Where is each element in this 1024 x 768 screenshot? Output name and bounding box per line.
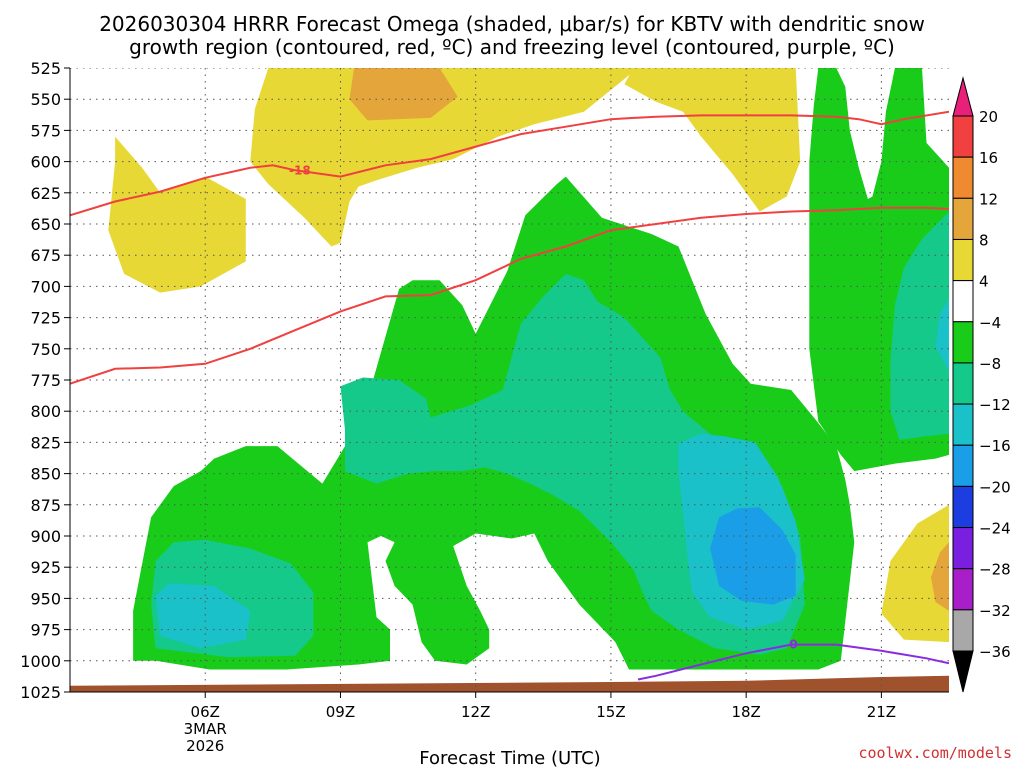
y-tick-label-1025: 1025 <box>20 683 61 702</box>
y-tick-label-675: 675 <box>30 246 61 265</box>
colorbar-label-0: 20 <box>979 108 998 126</box>
colorbar-label-9: −20 <box>979 478 1011 496</box>
y-tick-label-700: 700 <box>30 277 61 296</box>
colorbar-label-11: −28 <box>979 561 1011 579</box>
colorbar-label-12: −32 <box>979 602 1011 620</box>
colorbar-label-7: −12 <box>979 396 1011 414</box>
x-tick-year-06Z: 2026 <box>186 737 224 755</box>
x-tick-label-06Z: 06Z <box>191 703 220 721</box>
omega-pos-4-upper-left <box>250 68 639 247</box>
omega-pos-8-lower-right <box>931 542 949 611</box>
y-tick-label-575: 575 <box>30 121 61 140</box>
colorbar-bin--28_-24 <box>952 527 974 570</box>
omega-neg-8-east <box>890 211 949 440</box>
colorbar-label-13: −36 <box>979 643 1011 661</box>
omega-neg-12-east <box>935 298 949 372</box>
colorbar-bin--36_-32 <box>952 609 974 652</box>
colorbar-label-1: 16 <box>979 149 998 167</box>
isotherm-minus-18 <box>70 110 949 217</box>
colorbar-bin--8_-4 <box>952 321 974 364</box>
credit-text[interactable]: coolwx.com/models <box>858 744 1012 762</box>
omega-pos-8-upper <box>349 68 458 121</box>
colorbar-bin-8_12 <box>952 197 974 240</box>
y-tick-label-750: 750 <box>30 340 61 359</box>
colorbar-bin-12_16 <box>952 156 974 199</box>
colorbar: 20 16 12 8 4 −4 −8 −12 −16 −20 −24 −28 −32 −36 <box>952 76 1011 693</box>
chart-title-line-1: 2026030304 HRRR Forecast Omega (shaded, … <box>99 12 925 36</box>
axes: 525 550 575 600 625 650 675 700 725 750 775 800 825 8… <box>20 59 949 755</box>
colorbar-label-6: −8 <box>979 355 1001 373</box>
colorbar-label-3: 8 <box>979 231 989 249</box>
colorbar-bin--4_4 <box>952 280 974 323</box>
plot-content: -18 0 <box>70 68 949 692</box>
y-tick-label-975: 975 <box>30 621 61 640</box>
omega-pos-4-lower-right <box>881 504 949 643</box>
isotherm-minus-12 <box>70 206 949 385</box>
x-tick-label-09Z: 09Z <box>326 703 355 721</box>
y-tick-label-600: 600 <box>30 153 61 172</box>
colorbar-bin-16_20 <box>952 115 974 158</box>
x-axis-label: Forecast Time (UTC) <box>419 748 600 768</box>
colorbar-label-2: 12 <box>979 190 998 208</box>
colorbar-label-5: −4 <box>979 314 1001 332</box>
x-tick-label-21Z: 21Z <box>867 703 896 721</box>
y-tick-label-725: 725 <box>30 309 61 328</box>
surface-terrain <box>70 675 949 692</box>
freezing-level-label: 0 <box>789 638 797 652</box>
colorbar-bin--20_-16 <box>952 444 974 487</box>
y-tick-label-650: 650 <box>30 215 61 234</box>
omega-pos-4-west <box>108 136 246 293</box>
chart-title-line-2: growth region (contoured, red, ºC) and f… <box>129 35 895 59</box>
colorbar-bin--16_-12 <box>952 403 974 446</box>
omega-neg-12-west <box>155 583 251 649</box>
y-tick-label-525: 525 <box>30 59 61 78</box>
colorbar-label-4: 4 <box>979 273 989 291</box>
omega-pos-4-upper-right <box>624 68 801 212</box>
isotherm-minus-18-label: -18 <box>289 163 311 177</box>
x-tick-label-15Z: 15Z <box>596 703 625 721</box>
y-tick-label-1000: 1000 <box>20 652 61 671</box>
colorbar-label-10: −24 <box>979 520 1011 538</box>
omega-neg-16-center <box>710 507 796 605</box>
colorbar-bin--32_-28 <box>952 568 974 611</box>
x-tick-label-12Z: 12Z <box>461 703 490 721</box>
colorbar-bin-4_8 <box>952 238 974 282</box>
y-tick-label-775: 775 <box>30 371 61 390</box>
plot-area: -18 0 <box>70 68 949 692</box>
y-tick-label-625: 625 <box>30 184 61 203</box>
colorbar-bin--24_-20 <box>952 485 974 529</box>
y-tick-label-950: 950 <box>30 589 61 608</box>
x-tick-date-06Z: 3MAR <box>184 720 227 738</box>
colorbar-label-8: −16 <box>979 437 1011 455</box>
y-tick-label-550: 550 <box>30 90 61 109</box>
colorbar-bin-top-arrow <box>952 76 974 117</box>
y-tick-label-825: 825 <box>30 433 61 452</box>
freezing-level <box>637 643 949 681</box>
colorbar-bin-bottom-arrow <box>952 650 974 693</box>
y-tick-label-900: 900 <box>30 527 61 546</box>
x-tick-label-18Z: 18Z <box>731 703 760 721</box>
y-tick-label-875: 875 <box>30 496 61 515</box>
y-tick-label-925: 925 <box>30 558 61 577</box>
y-tick-label-850: 850 <box>30 465 61 484</box>
colorbar-bin--12_-8 <box>952 362 974 405</box>
y-tick-label-800: 800 <box>30 402 61 421</box>
